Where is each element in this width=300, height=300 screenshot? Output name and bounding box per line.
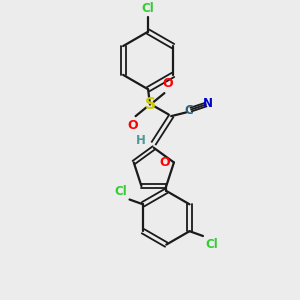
Text: O: O	[162, 77, 172, 90]
Text: Cl: Cl	[205, 238, 218, 251]
Text: Cl: Cl	[115, 184, 128, 198]
Text: Cl: Cl	[142, 2, 154, 15]
Text: H: H	[136, 134, 146, 147]
Text: N: N	[202, 97, 213, 110]
Text: C: C	[184, 104, 193, 117]
Text: O: O	[160, 156, 170, 169]
Text: S: S	[145, 97, 155, 112]
Text: O: O	[128, 119, 138, 132]
